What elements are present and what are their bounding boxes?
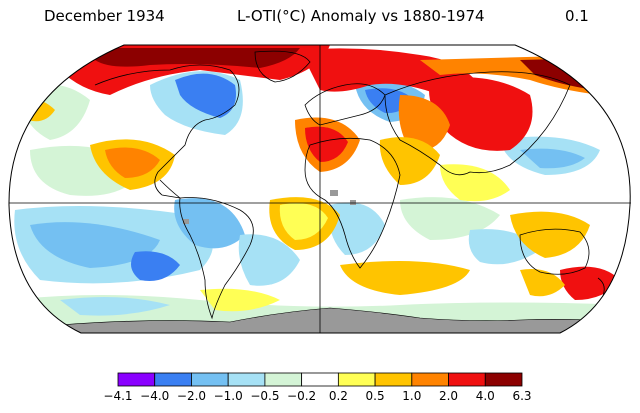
antarctica-no-data [59, 307, 631, 333]
africa-outline [304, 137, 401, 269]
legend-tick-label: 0.2 [328, 389, 348, 403]
legend-tick-label: 2.0 [438, 389, 459, 403]
legend-tick-label: −0.5 [250, 389, 280, 403]
legend-tick-label: −1.0 [213, 389, 243, 403]
legend-swatch [337, 372, 376, 387]
legend-tick-label: 4.0 [475, 389, 495, 403]
greenland-outline [254, 50, 311, 83]
legend-swatch [191, 372, 229, 387]
legend-swatch [227, 372, 266, 387]
legend-tick-label: 1.0 [402, 389, 422, 403]
coastlines [94, 50, 605, 320]
map-title: L-OTI(°C) Anomaly vs 1880-1974 [237, 7, 485, 25]
south-america-outline [179, 197, 254, 320]
legend-swatch [154, 372, 192, 387]
anomaly-field-warm [20, 45, 620, 312]
legend-tick-label: 6.3 [512, 389, 532, 403]
legend-tick-label: −4.0 [140, 389, 170, 403]
legend-swatch [264, 372, 303, 387]
legend-tick-label: −0.2 [287, 389, 317, 403]
asia-outline [384, 71, 571, 176]
legend-swatch [448, 372, 486, 387]
legend-swatch [411, 372, 449, 387]
legend-swatch [301, 372, 339, 387]
no-data-cell [183, 219, 189, 224]
australia-outline [519, 228, 590, 275]
map-border [8, 44, 631, 334]
legend-swatch [484, 372, 523, 387]
legend-swatch [374, 372, 413, 387]
europe-outline [304, 83, 386, 126]
north-america-outline [94, 64, 240, 199]
no-data-cell [330, 190, 338, 196]
legend-tick-label: 0.5 [365, 389, 385, 403]
date-label: December 1934 [44, 7, 165, 25]
legend-tick-label: −4.1 [103, 389, 133, 403]
legend-swatch [117, 372, 156, 387]
legend-tick-label: −2.0 [176, 389, 207, 403]
global-mean-value: 0.1 [565, 7, 589, 25]
no-data-cell [350, 200, 356, 205]
